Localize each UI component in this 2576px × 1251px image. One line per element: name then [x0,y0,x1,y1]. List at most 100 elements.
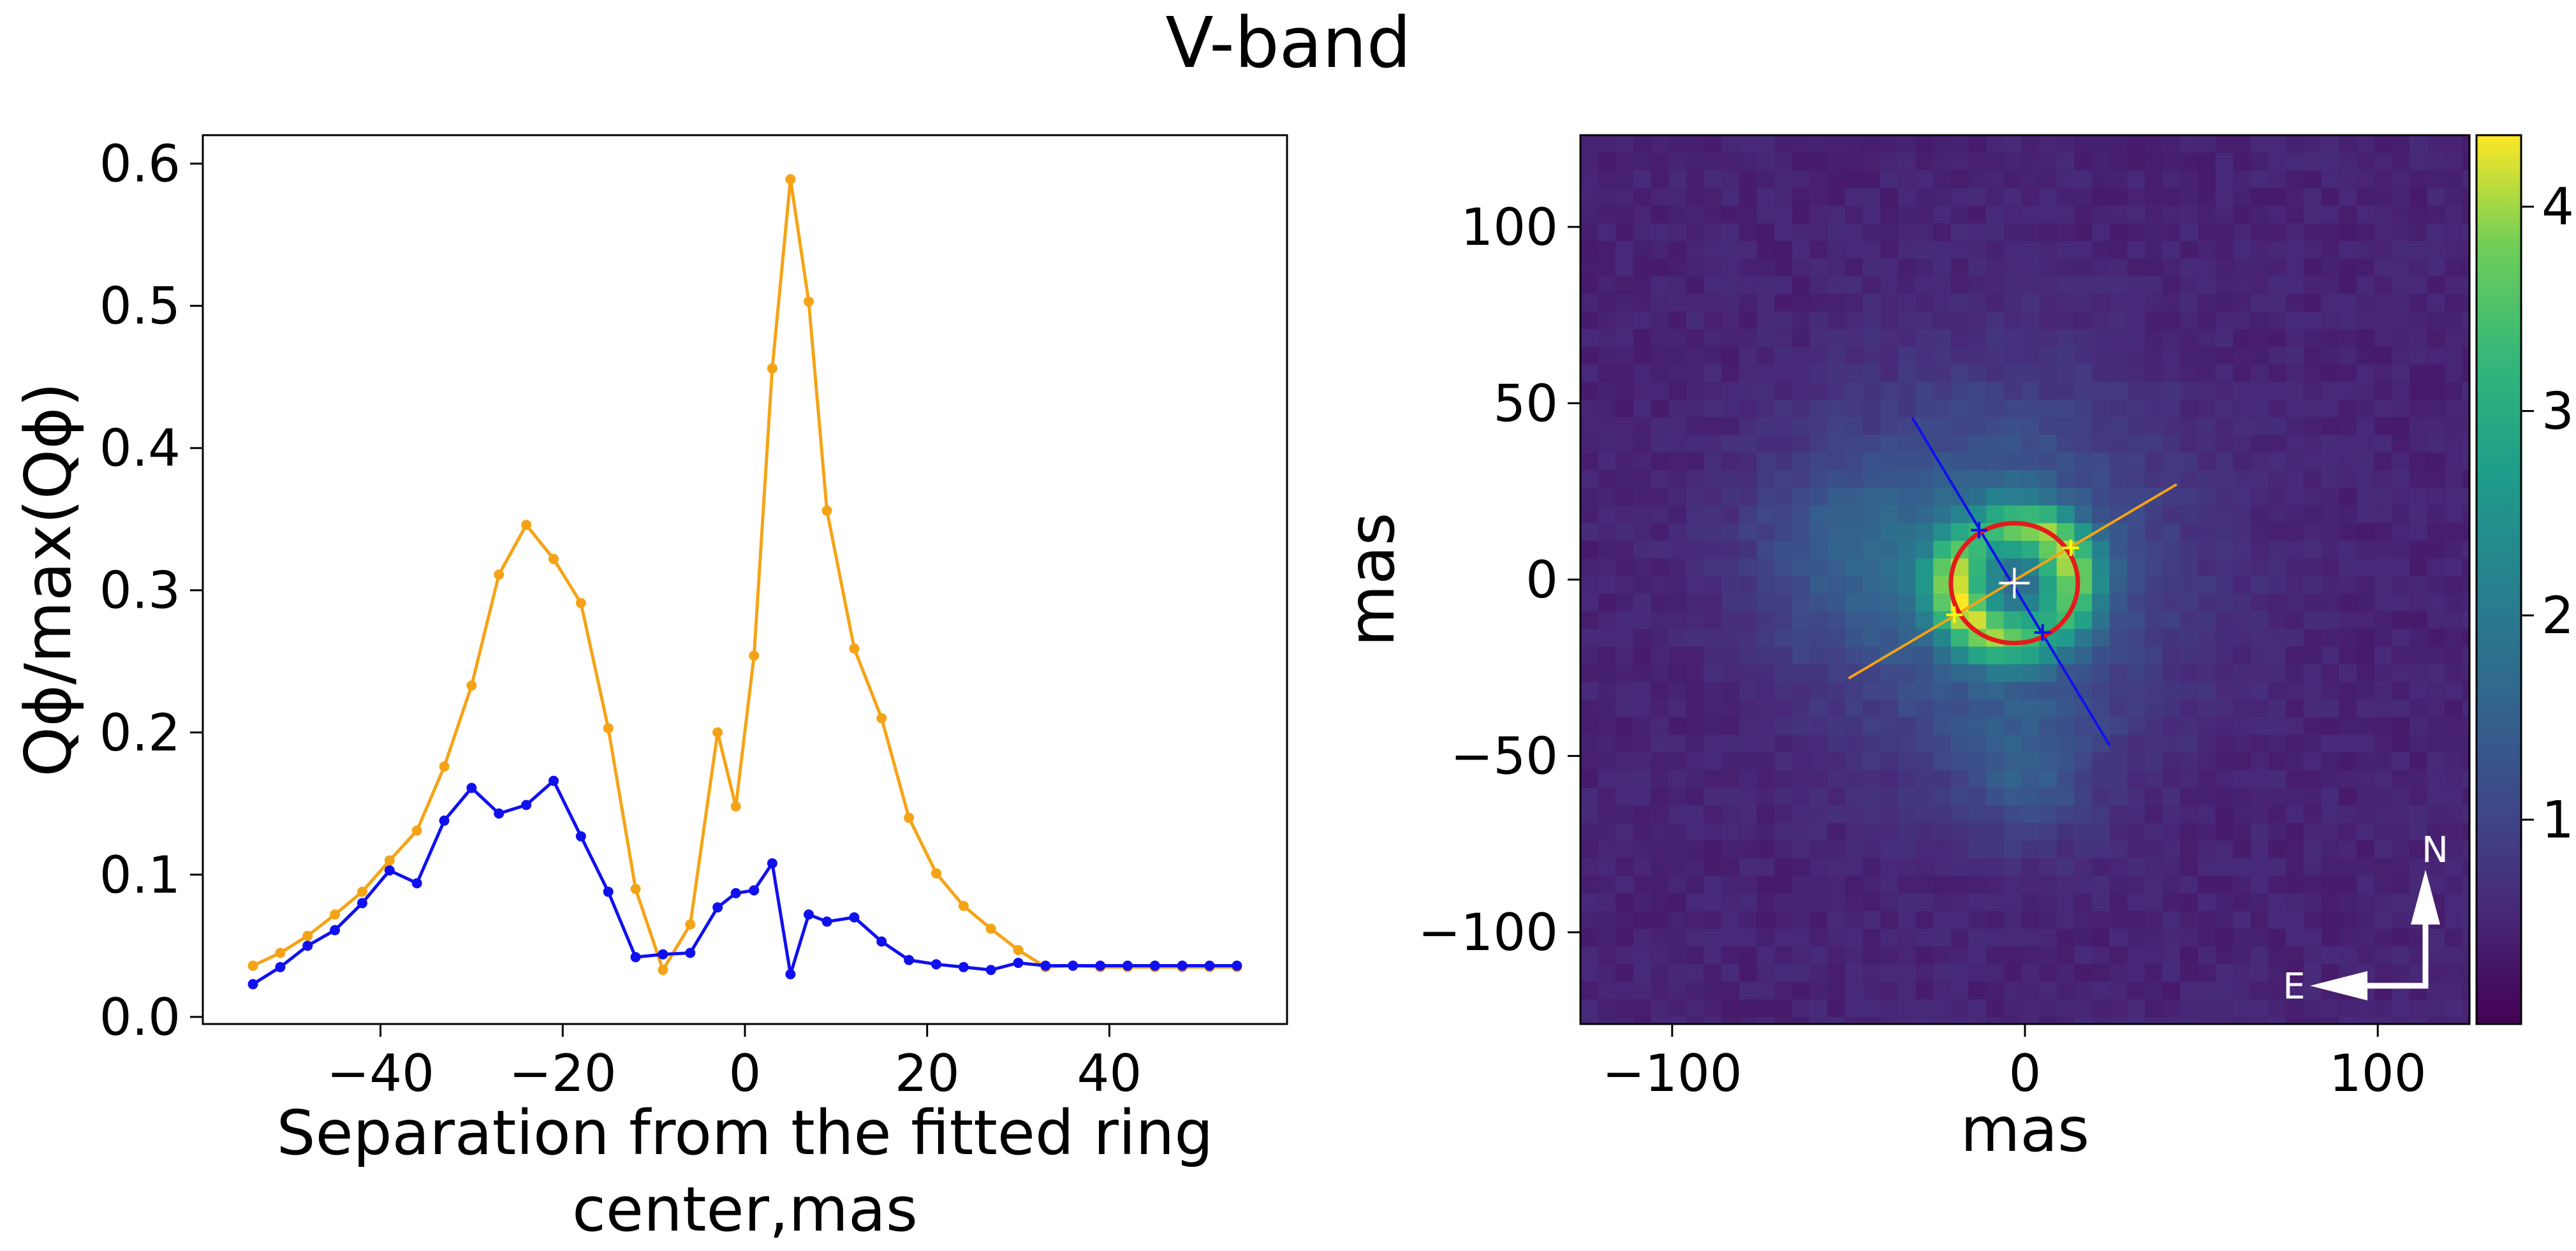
heatmap-cell [1651,311,1670,330]
heatmap-cell [2321,999,2340,1018]
heatmap-cell [2162,770,2181,789]
heatmap-cell [1739,435,1758,453]
heatmap-cell [2215,946,2234,965]
heatmap-cell [1897,911,1917,930]
heatmap-cell [1651,928,1670,947]
heatmap-cell [1598,576,1617,595]
heatmap-cell [1950,629,1969,648]
heatmap-cell [1686,717,1705,736]
heatmap-cell [2145,1016,2163,1024]
heatmap-cell [2180,647,2199,665]
heatmap-cell [1633,1016,1652,1024]
heatmap-cell [2462,770,2469,789]
heatmap-cell [2286,329,2305,348]
heatmap-cell [2092,329,2110,348]
heatmap-cell [1986,664,2005,683]
heatmap-cell [2021,135,2040,154]
heatmap-cell [2321,823,2340,842]
heatmap-cell [1897,293,1917,312]
heatmap-cell [1721,823,1740,842]
heatmap-cell [1668,311,1687,330]
heatmap-cell [1968,875,1987,895]
heatmap-cell [2304,505,2322,524]
heatmap-cell [1668,470,1687,489]
heatmap-cell [1616,594,1634,612]
heatmap-cell [2039,699,2057,718]
heatmap-cell [2092,205,2110,224]
heatmap-cell [2092,946,2110,965]
heatmap-cell [2392,770,2410,789]
heatmap-cell [2268,276,2287,295]
heatmap-cell [2251,647,2269,665]
heatmap-cell [1950,946,1969,965]
heatmap-cell [2427,170,2446,189]
heatmap-cell [2356,293,2375,312]
heatmap-cell [2339,735,2357,754]
heatmap-cell [2233,505,2252,524]
heatmap-cell [1968,399,1987,418]
heatmap-cell [1897,205,1917,224]
heatmap-cell [1968,364,1987,383]
heatmap-cell [1880,823,1899,842]
heatmap-cell [2374,858,2393,877]
heatmap-cell [1862,541,1881,559]
heatmap-cell [1968,576,1987,595]
heatmap-cell [2392,435,2410,453]
heatmap-cell [2003,840,2022,860]
heatmap-cell [1897,946,1917,965]
heatmap-cell [1739,346,1758,365]
heatmap-cell [1809,558,1829,577]
heatmap-cell [2003,611,2022,630]
heatmap-cell [1809,858,1829,877]
heatmap-cell [2339,1016,2357,1024]
heatmap-cell [2092,611,2110,630]
heatmap-cell [1827,399,1846,418]
heatmap-cell [1809,840,1829,860]
heatmap-cell [1651,576,1670,595]
heatmap-cell [1739,240,1758,260]
heatmap-cell [1862,981,1881,1000]
heatmap-cell [2356,787,2375,807]
heatmap-cell [1668,488,1687,506]
heatmap-cell [2427,770,2446,789]
heatmap-cell [1880,293,1899,312]
heatmap-cell [2392,875,2410,895]
heatmap-cell [2021,435,2040,453]
heatmap-cell [2021,276,2040,295]
heatmap-cell [2356,858,2375,877]
heatmap-cell [1739,893,1758,912]
heatmap-cell [1756,488,1776,506]
heatmap-cell [1721,576,1740,595]
heatmap-cell [2021,858,2040,877]
heatmap-cell [1844,752,1864,771]
heatmap-cell [2304,805,2322,824]
heatmap-cell [2462,699,2469,718]
heatmap-cell [1986,963,2005,983]
heatmap-cell [1580,576,1599,595]
heatmap-cell [2003,276,2022,295]
heatmap-cell [2162,664,2181,683]
left-ylabel: Qϕ/max(Qϕ) [11,383,85,777]
heatmap-cell [2233,364,2252,383]
heatmap-cell [1704,417,1723,436]
heatmap-cell [2162,823,2181,842]
heatmap-cell [1986,875,2005,895]
data-point-orange [357,886,367,897]
heatmap-cell [1598,735,1617,754]
heatmap-cell [2198,470,2216,489]
heatmap-cell [2003,787,2022,807]
heatmap-cell [2427,541,2446,559]
heatmap-cell [1580,911,1599,930]
heatmap-cell [1774,505,1793,524]
heatmap-cell [1862,223,1881,242]
heatmap-cell [1844,240,1864,260]
heatmap-cell [2092,346,2110,365]
heatmap-cell [2021,911,2040,930]
heatmap-cell [2180,840,2199,860]
heatmap-cell [2251,293,2269,312]
heatmap-cell [2304,135,2322,154]
heatmap-cell [1792,682,1811,701]
heatmap-cell [1651,205,1670,224]
heatmap-cell [1986,293,2005,312]
heatmap-cell [1774,346,1793,365]
